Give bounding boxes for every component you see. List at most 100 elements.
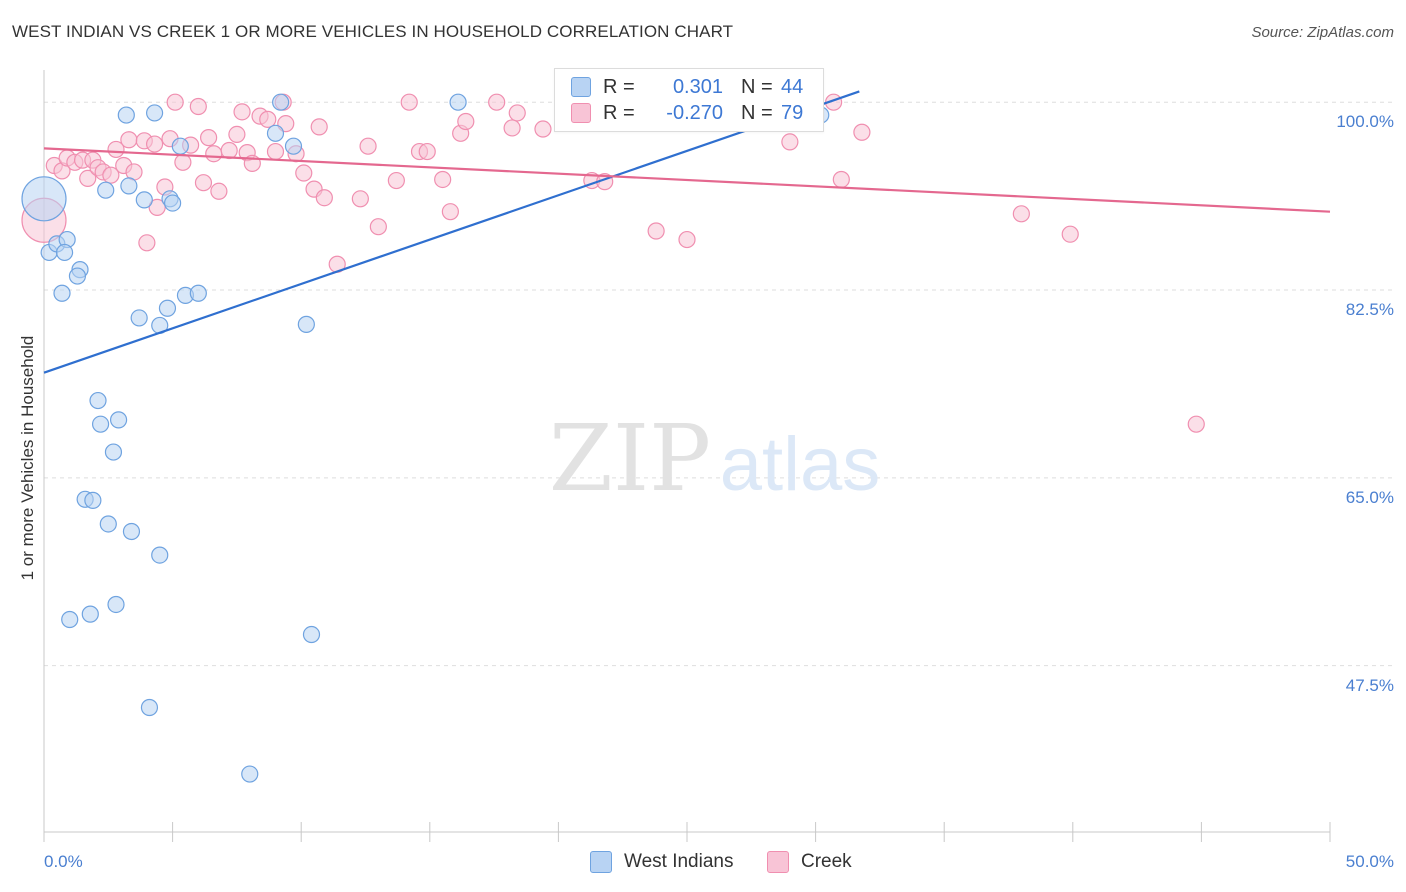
west-indians-point	[99, 515, 117, 533]
creek-point	[400, 93, 418, 111]
west-indians-point	[68, 267, 87, 285]
creek-point	[647, 222, 665, 240]
creek-point	[194, 174, 213, 192]
west-indians-point	[284, 137, 303, 155]
west-indians-swatch	[571, 77, 591, 97]
creek-point	[434, 170, 452, 189]
west-indians-point	[55, 243, 74, 262]
r-label: R =	[603, 101, 635, 124]
creek-point	[266, 142, 285, 161]
creek-points	[21, 93, 1205, 433]
creek-point	[1187, 415, 1205, 433]
creek-point	[259, 110, 277, 128]
west-indians-point	[21, 176, 67, 222]
west-indians-point	[189, 284, 207, 302]
west-indians-point	[81, 605, 99, 623]
creek-point	[138, 234, 156, 252]
creek-point	[503, 119, 521, 137]
trend-lines	[43, 90, 1331, 374]
bottom-legend-creek: Creek	[767, 851, 852, 873]
creek-point	[233, 103, 251, 121]
west-indians-point	[53, 284, 71, 302]
bottom-legend-west-indians: West Indians	[590, 851, 733, 873]
west-indians-point	[297, 315, 315, 333]
creek-point	[107, 140, 125, 159]
chart-source: Source: ZipAtlas.com	[1251, 24, 1394, 41]
creek-point	[418, 142, 436, 161]
west-indians-point	[266, 124, 285, 142]
x-tick-label-min: 0.0%	[44, 852, 83, 871]
west-indians-point	[140, 698, 159, 717]
stats-legend: R = 0.301 N = 44 R = -0.270 N = 79	[554, 68, 824, 132]
creek-point	[189, 97, 207, 116]
r-label: R =	[603, 75, 635, 98]
west-indians-point	[61, 610, 79, 629]
creek-point	[174, 153, 192, 171]
n-label: N =	[741, 101, 773, 124]
watermark-atlas: atlas	[720, 422, 881, 507]
west-indians-point	[120, 177, 138, 195]
west-indians-point	[151, 546, 169, 564]
west-indians-point	[449, 93, 467, 111]
y-tick-label: 47.5%	[1345, 675, 1394, 695]
creek-point	[678, 230, 696, 249]
west-indians-point	[89, 391, 107, 410]
west-indians-trend-line	[43, 90, 860, 374]
west-indians-point	[122, 522, 141, 541]
west-indians-n-value: 44	[781, 75, 804, 98]
watermark-zip: ZIP	[549, 405, 711, 512]
west-indians-point	[84, 491, 102, 509]
west-indians-point	[158, 299, 177, 317]
creek-swatch	[571, 103, 591, 123]
creek-legend-label: Creek	[801, 851, 852, 872]
creek-point	[315, 189, 333, 207]
y-tick-label: 100.0%	[1336, 112, 1394, 132]
creek-point	[387, 171, 405, 190]
creek-point	[488, 93, 506, 111]
creek-point	[205, 145, 223, 163]
y-tick-label: 82.5%	[1345, 300, 1394, 319]
creek-point	[1061, 225, 1079, 243]
creek-point	[210, 182, 228, 200]
creek-point	[166, 93, 184, 111]
creek-point	[534, 120, 552, 138]
creek-legend-swatch	[767, 851, 789, 873]
creek-point	[441, 203, 459, 221]
creek-point	[310, 118, 328, 136]
west-indians-point	[135, 191, 153, 209]
n-label: N =	[741, 75, 773, 98]
creek-point	[120, 131, 138, 149]
creek-point	[351, 190, 369, 208]
creek-point	[369, 218, 387, 236]
west-indians-point	[117, 106, 135, 124]
legend-row-creek: R = -0.270 N = 79	[571, 100, 803, 126]
west-indians-legend-swatch	[590, 851, 612, 873]
watermark: ZIP atlas	[549, 405, 880, 512]
x-tick-marks	[43, 822, 1331, 842]
creek-point	[832, 170, 850, 189]
west-indians-point	[164, 194, 182, 212]
west-indians-point	[130, 309, 148, 327]
west-indians-point	[109, 411, 128, 429]
west-indians-point	[302, 625, 321, 644]
creek-point	[295, 164, 313, 182]
creek-point	[457, 112, 475, 131]
creek-point	[228, 125, 246, 143]
west-indians-point	[145, 104, 164, 122]
creek-point	[781, 133, 799, 151]
west-indians-point	[97, 181, 115, 199]
west-indians-point	[171, 137, 189, 155]
chart-title: WEST INDIAN VS CREEK 1 OR MORE VEHICLES …	[12, 22, 734, 41]
west-indians-r-value: 0.301	[672, 75, 723, 98]
creek-point	[359, 137, 377, 155]
gridlines	[44, 101, 1395, 667]
west-indians-point	[272, 93, 290, 111]
creek-point	[79, 169, 97, 187]
y-tick-label: 65.0%	[1345, 487, 1394, 507]
west-indians-point	[107, 595, 125, 614]
west-indians-legend-label: West Indians	[624, 851, 734, 872]
x-tick-label-max: 50.0%	[1345, 852, 1394, 871]
creek-r-value: -0.270	[666, 101, 723, 124]
west-indians-point	[91, 415, 110, 433]
creek-point	[200, 129, 218, 147]
